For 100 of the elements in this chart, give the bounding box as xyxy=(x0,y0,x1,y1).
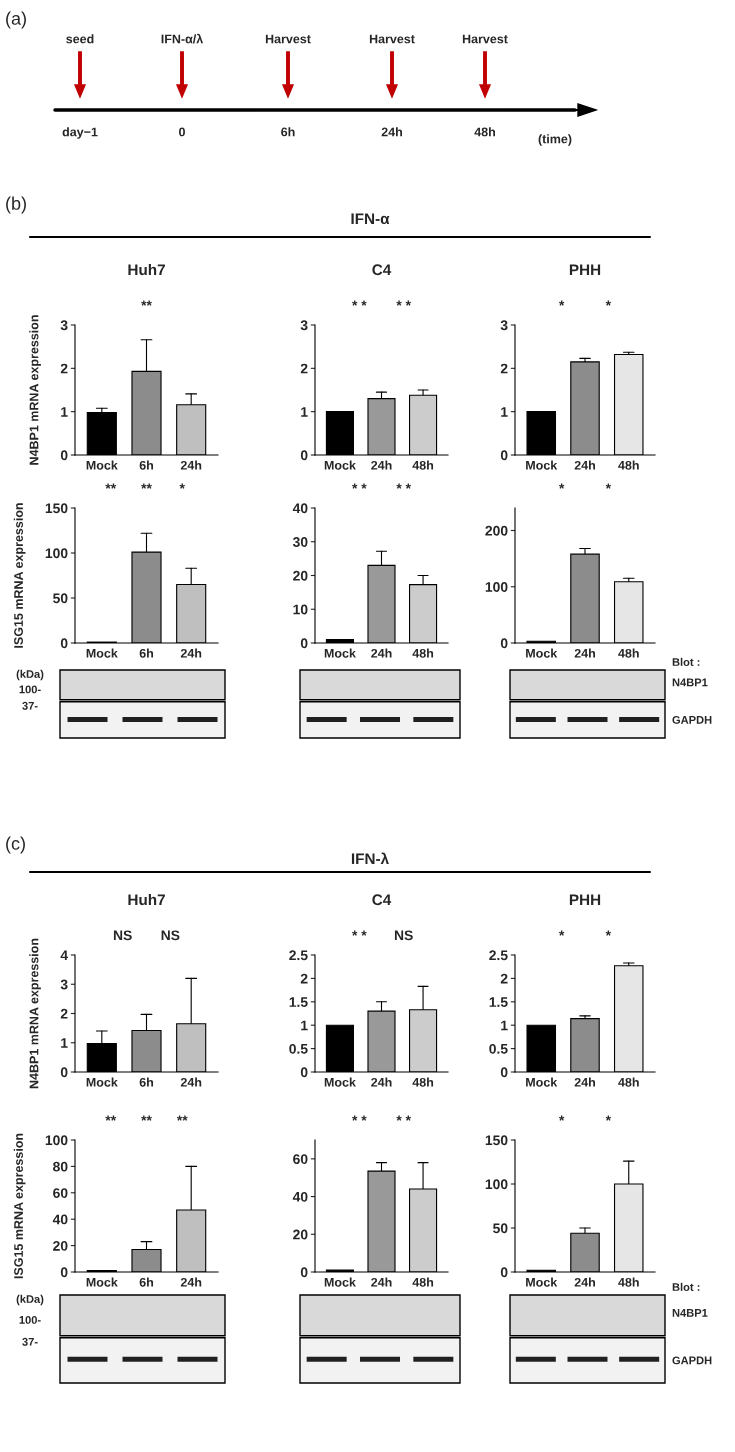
text: * * xyxy=(352,300,367,306)
y-tick-label: 50 xyxy=(53,593,68,604)
x-tick-label: 24h xyxy=(180,1077,202,1087)
x-tick-label: 48h xyxy=(412,1277,434,1287)
x-tick-label: 24h xyxy=(574,460,595,470)
x-tick-label: 6h xyxy=(139,1077,154,1087)
y-tick-label: 80 xyxy=(53,1161,68,1172)
text: Harvest xyxy=(369,34,415,44)
y-tick-label: 0 xyxy=(60,1267,68,1278)
x-tick-label: 24h xyxy=(371,648,392,658)
y-tick-label: 0 xyxy=(500,1267,508,1278)
x-tick-label: 6h xyxy=(139,1277,154,1287)
x-tick-label: 24h xyxy=(180,1277,202,1287)
text: * xyxy=(605,483,612,489)
x-tick-label: 48h xyxy=(618,460,639,470)
x-tick-label: Mock xyxy=(324,460,356,470)
x-tick-label: Mock xyxy=(526,1077,558,1087)
text: NS xyxy=(113,930,132,941)
y-tick-label: 60 xyxy=(293,1154,308,1165)
y-tick-label: 2.5 xyxy=(289,950,308,961)
y-tick-label: 100 xyxy=(45,1135,68,1146)
y-tick-label: 0 xyxy=(60,450,68,461)
text: day−1 xyxy=(62,127,98,139)
y-tick-label: 0.5 xyxy=(289,1043,308,1054)
x-tick-label: Mock xyxy=(86,460,118,470)
y-tick-label: 3 xyxy=(500,320,508,331)
text: 100- xyxy=(19,685,41,694)
y-tick-label: 0 xyxy=(300,1267,308,1278)
y-tick-label: 20 xyxy=(293,570,308,581)
text: ** xyxy=(176,1115,188,1121)
x-tick-label: 24h xyxy=(574,648,595,658)
chart-title: PHH xyxy=(569,894,601,905)
text: (b) xyxy=(6,196,26,214)
y-tick-label: 2 xyxy=(60,363,68,374)
y-axis-title: N4BP1 mRNA expression xyxy=(29,315,41,465)
x-tick-label: 48h xyxy=(412,648,434,658)
chart-title: C4 xyxy=(372,264,392,276)
y-tick-label: 0 xyxy=(60,1067,68,1078)
text: * xyxy=(559,483,565,489)
text: * xyxy=(605,930,612,936)
y-tick-label: 0 xyxy=(500,450,508,461)
text: (a) xyxy=(6,11,26,29)
text: 37- xyxy=(22,701,38,710)
x-tick-label: Mock xyxy=(86,1277,118,1287)
y-tick-label: 200 xyxy=(485,525,508,536)
y-tick-label: 0 xyxy=(300,450,308,461)
text: (kDa) xyxy=(16,669,44,681)
y-tick-label: 2 xyxy=(60,1008,68,1019)
y-axis-title: N4BP1 mRNA expression xyxy=(29,938,41,1089)
y-tick-label: 2 xyxy=(500,973,508,984)
text: Blot : xyxy=(672,657,700,666)
text: (c) xyxy=(6,836,25,854)
y-tick-label: 4 xyxy=(60,950,68,961)
x-tick-label: 48h xyxy=(618,1077,639,1087)
x-tick-label: Mock xyxy=(526,1277,558,1287)
text: 48h xyxy=(474,127,495,137)
y-tick-label: 2 xyxy=(300,973,308,984)
x-tick-label: 24h xyxy=(371,1077,392,1087)
x-tick-label: 24h xyxy=(574,1077,595,1087)
y-tick-label: 10 xyxy=(293,604,308,615)
text: NS xyxy=(161,930,180,941)
y-tick-label: 2 xyxy=(300,363,308,374)
y-tick-label: 1 xyxy=(501,407,508,417)
x-tick-label: 24h xyxy=(180,648,202,658)
y-tick-label: 50 xyxy=(493,1223,508,1234)
text: NS xyxy=(394,930,413,941)
text: (time) xyxy=(538,134,572,146)
y-tick-label: 0.5 xyxy=(489,1043,508,1054)
text: Blot : xyxy=(672,1282,700,1291)
text: * xyxy=(605,300,612,306)
y-tick-label: 40 xyxy=(52,1214,68,1225)
y-tick-label: 3 xyxy=(60,979,68,990)
y-tick-label: 100 xyxy=(45,548,68,559)
text: N4BP1 xyxy=(672,678,708,687)
y-tick-label: 1 xyxy=(301,407,308,417)
text: Harvest xyxy=(265,34,311,44)
text: IFN-α xyxy=(351,213,390,225)
x-tick-label: Mock xyxy=(526,648,558,658)
y-tick-label: 3 xyxy=(300,320,308,331)
text: ** xyxy=(141,300,152,306)
y-tick-label: 1.5 xyxy=(289,997,308,1007)
y-tick-label: 40 xyxy=(292,1191,308,1202)
text: ** xyxy=(105,1115,117,1121)
text: * xyxy=(559,930,565,936)
text: N4BP1 xyxy=(672,1309,708,1317)
x-tick-label: Mock xyxy=(86,648,118,658)
y-tick-label: 0 xyxy=(60,638,68,649)
text: * * xyxy=(396,300,411,306)
x-tick-label: Mock xyxy=(526,460,558,470)
y-tick-label: 20 xyxy=(53,1240,68,1251)
y-tick-label: 1 xyxy=(301,1020,308,1031)
x-tick-label: 48h xyxy=(412,460,434,470)
y-tick-label: 0 xyxy=(500,1067,508,1078)
text: Harvest xyxy=(462,34,508,44)
y-tick-label: 150 xyxy=(45,503,68,514)
chart-title: Huh7 xyxy=(128,263,165,276)
y-tick-label: 20 xyxy=(293,1229,308,1240)
x-tick-label: 48h xyxy=(618,1277,639,1287)
y-tick-label: 100 xyxy=(485,1179,508,1190)
x-tick-label: Mock xyxy=(324,648,356,658)
